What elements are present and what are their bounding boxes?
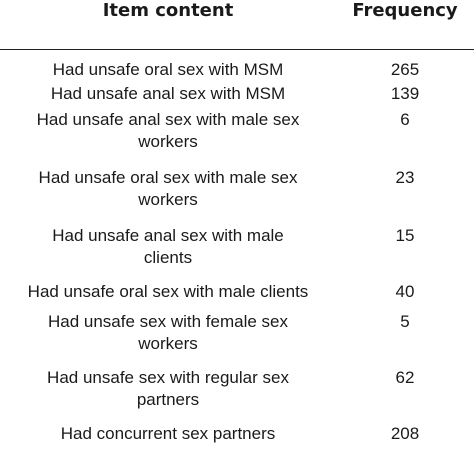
row-item: Had unsafe sex with regular sex partners [47, 368, 289, 409]
row-item: Had unsafe anal sex with MSM [50, 84, 286, 103]
table-row: Had unsafe sex with female sex workers 5 [0, 311, 474, 367]
row-frequency: 208 [390, 424, 420, 443]
table-header: Item content Frequency [0, 0, 474, 26]
header-frequency: Frequency [352, 0, 458, 21]
table-body: Had unsafe oral sex with MSM 265 Had uns… [0, 59, 474, 447]
row-item: Had unsafe anal sex with male sex worker… [36, 110, 300, 151]
row-frequency: 23 [395, 168, 415, 187]
row-frequency: 139 [390, 84, 420, 103]
table-row: Had unsafe oral sex with MSM 265 [0, 59, 474, 83]
row-item: Had unsafe oral sex with MSM [52, 60, 284, 79]
table-row: Had unsafe anal sex with male clients 15 [0, 225, 474, 281]
table-row: Had unsafe anal sex with male sex worker… [0, 109, 474, 167]
table-row: Had unsafe anal sex with MSM 139 [0, 83, 474, 109]
table-row: Had unsafe sex with regular sex partners… [0, 367, 474, 423]
table-row: Had unsafe oral sex with male sex worker… [0, 167, 474, 225]
row-frequency: 40 [395, 282, 415, 301]
row-frequency: 265 [390, 60, 420, 79]
table-row: Had concurrent sex partners 208 [0, 423, 474, 447]
table-row: Had unsafe oral sex with male clients 40 [0, 281, 474, 311]
row-frequency: 15 [395, 226, 415, 245]
row-item: Had concurrent sex partners [60, 424, 276, 443]
row-item: Had unsafe oral sex with male clients [27, 282, 309, 301]
row-frequency: 5 [400, 312, 410, 331]
row-item: Had unsafe oral sex with male sex worker… [38, 168, 298, 209]
row-item: Had unsafe sex with female sex workers [47, 312, 288, 353]
header-item-content: Item content [102, 0, 234, 21]
row-frequency: 62 [395, 368, 415, 387]
row-frequency: 6 [400, 110, 410, 129]
header-rule [0, 49, 474, 50]
row-item: Had unsafe anal sex with male clients [52, 226, 284, 267]
